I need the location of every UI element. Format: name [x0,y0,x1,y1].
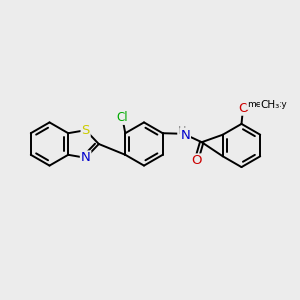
Text: Cl: Cl [116,111,128,124]
Text: methoxy: methoxy [247,100,287,109]
Text: O: O [191,154,202,167]
Text: N: N [81,151,91,164]
Text: N: N [180,129,190,142]
Text: H: H [178,126,186,136]
Text: S: S [81,124,90,137]
Text: O: O [238,102,248,115]
Text: CH₃: CH₃ [260,100,280,110]
